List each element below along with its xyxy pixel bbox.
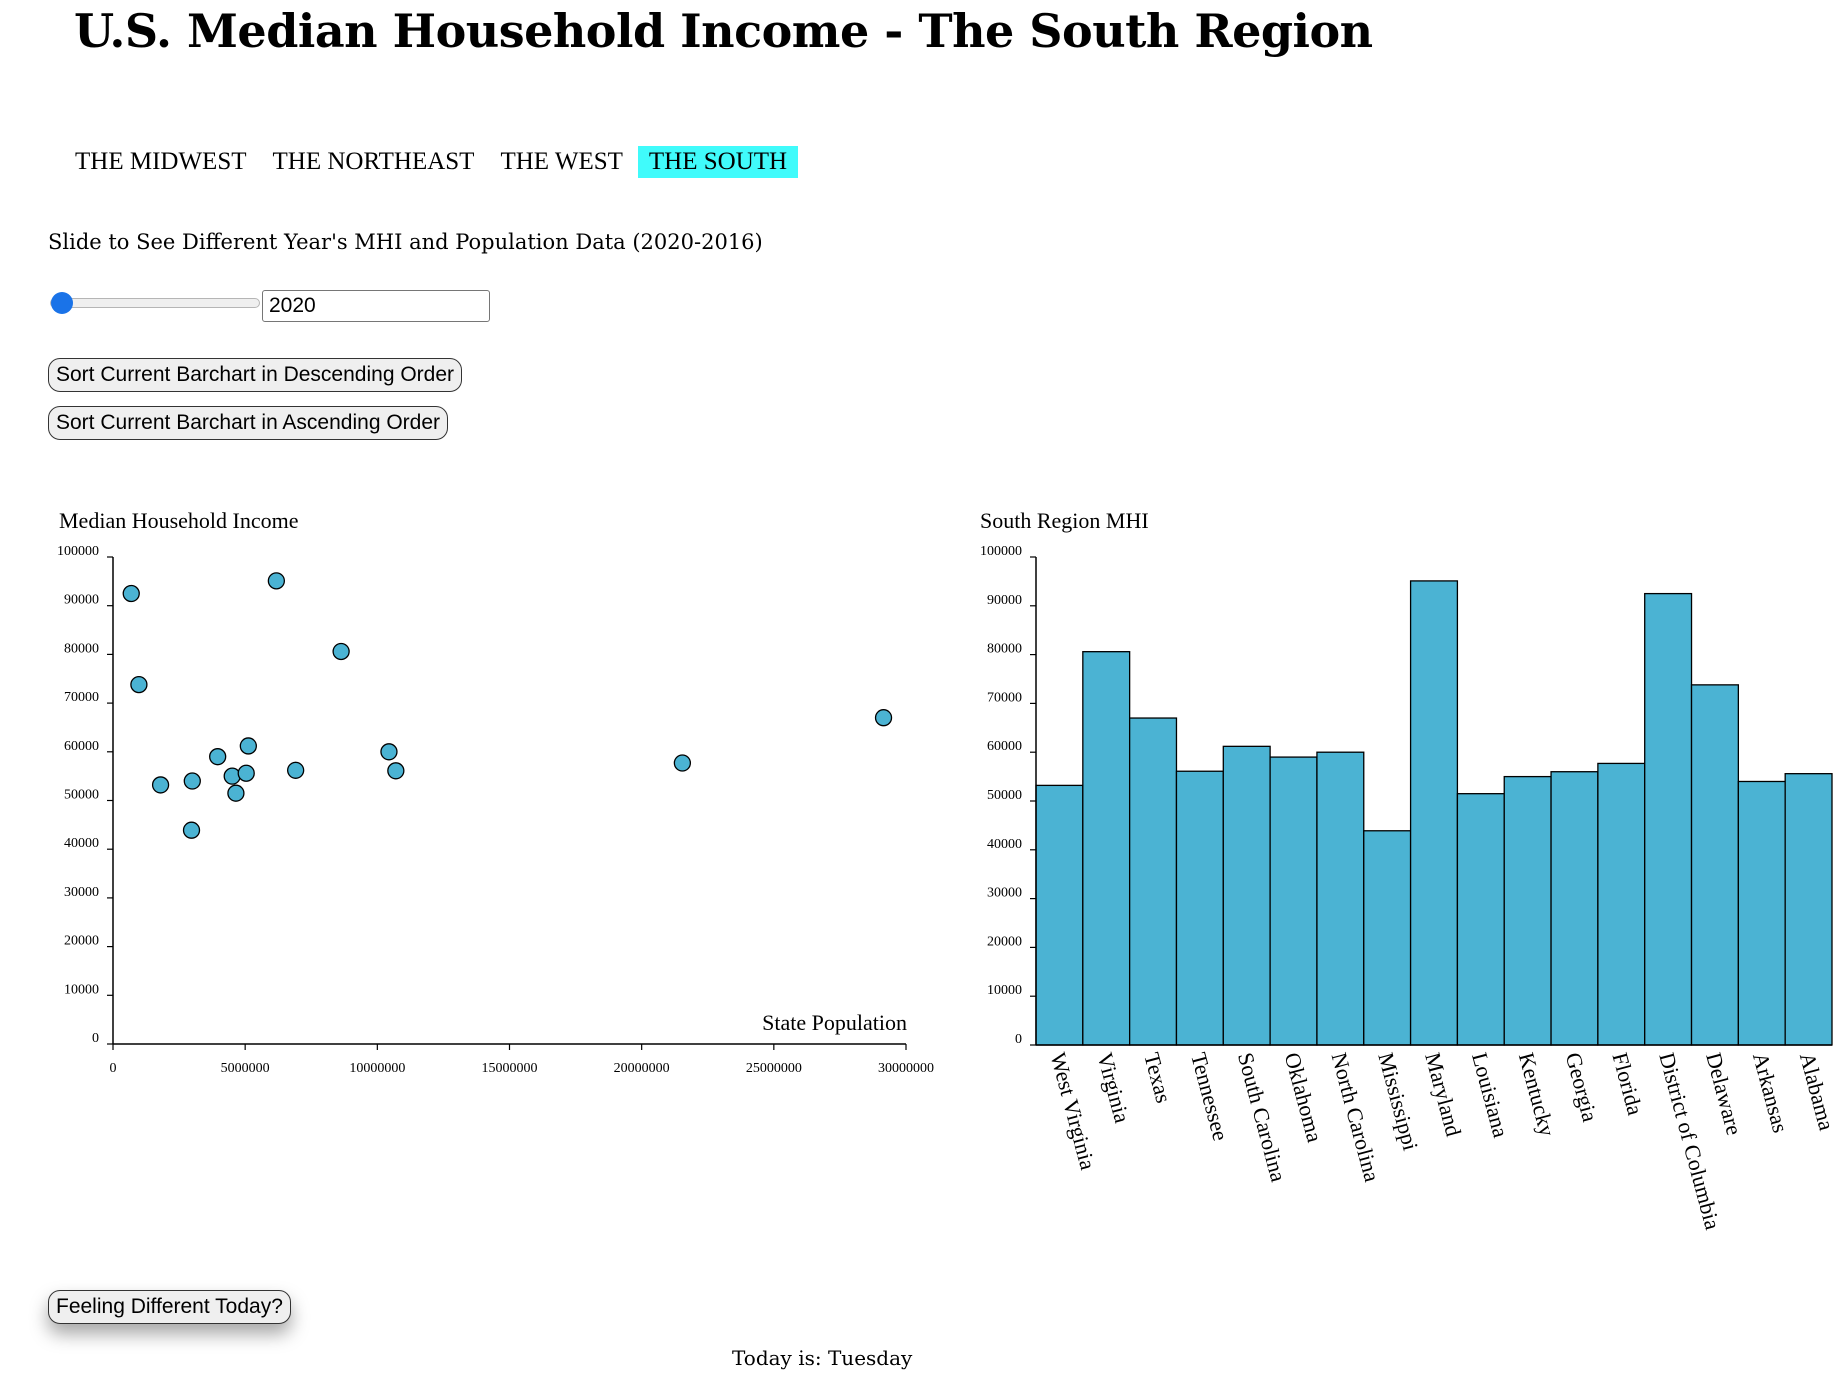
bar[interactable] [1269,756,1318,1046]
scatter-points [122,572,893,839]
scatter-y-tick-label: 0 [92,1031,99,1046]
scatter-x-tick-label: 15000000 [482,1061,538,1076]
bar-category-label: West Virginia [1046,1050,1101,1173]
bar[interactable] [1409,580,1459,1046]
scatter-point[interactable] [287,761,305,779]
scatter-point[interactable] [332,642,350,661]
sort-descending-button[interactable]: Sort Current Barchart in Descending Orde… [48,358,463,392]
bar[interactable] [1644,592,1693,1046]
bar-y-tick-label: 80000 [987,642,1022,657]
bar-category-label: Arkansas [1748,1050,1793,1136]
bar-y-tick-label: 70000 [987,690,1022,705]
nav-west[interactable]: THE WEST [500,148,623,175]
scatter-x-tick-label: 10000000 [349,1061,405,1076]
bar[interactable] [1503,775,1552,1046]
bar-category-label: Oklahoma [1280,1050,1328,1145]
scatter-point[interactable] [182,821,201,839]
scatter-point[interactable] [209,748,227,766]
nav-northeast[interactable]: THE NORTHEAST [272,148,475,175]
bar-category-label: Texas [1139,1050,1176,1106]
bar-y-tick-label: 10000 [987,983,1022,998]
scatter-x-tick-label: 5000000 [221,1061,270,1076]
scatter-y-tick-label: 40000 [64,836,99,851]
bar[interactable] [1690,684,1740,1046]
bar-category-label: Kentucky [1514,1050,1560,1139]
scatter-y-tick-label: 100000 [57,544,99,559]
bar[interactable] [1175,770,1224,1046]
scatter-y-tick-label: 90000 [64,593,99,608]
bar-y-tick-label: 40000 [987,837,1022,852]
bar-category-label: Florida [1607,1050,1648,1118]
bar-category-label: South Carolina [1233,1050,1292,1185]
scatter-y-tick-label: 10000 [64,982,99,997]
today-text: Today is: Tuesday [732,1346,913,1370]
bar-category-label: Georgia [1561,1050,1603,1125]
bar[interactable] [1550,771,1599,1046]
nav-south[interactable]: THE SOUTH [637,146,799,178]
bar[interactable] [1784,773,1833,1046]
bar-chart: South Region MHI 0 10000 20000 30000 40000 50… [980,508,1834,1232]
scatter-y-tick-label: 70000 [64,690,99,705]
scatter-point[interactable] [387,762,405,780]
scatter-point[interactable] [130,675,148,694]
bar[interactable] [1363,830,1412,1046]
bar-bars [1035,580,1833,1046]
bar-category-label: Maryland [1420,1050,1466,1139]
bar[interactable] [1128,717,1178,1046]
bar[interactable] [1737,780,1786,1046]
scatter-point[interactable] [239,737,257,755]
scatter-y-tick-label: 80000 [64,641,99,656]
scatter-point[interactable] [673,754,692,772]
nav-midwest[interactable]: THE MIDWEST [75,148,247,175]
scatter-point[interactable] [151,776,170,794]
year-input[interactable] [262,290,490,322]
page-title: U.S. Median Household Income - The South… [74,4,1373,58]
bar-y-tick-label: 90000 [987,593,1022,608]
scatter-y-tick-label: 50000 [64,788,99,803]
bar-category-label: Mississippi [1373,1050,1423,1153]
bar[interactable] [1035,784,1084,1046]
bar-category-label: Virginia [1092,1050,1135,1126]
sort-ascending-button[interactable]: Sort Current Barchart in Ascending Order [48,406,449,440]
scatter-x-tick-label: 30000000 [878,1061,934,1076]
scatter-point[interactable] [227,784,245,802]
scatter-x-tick-label: 0 [110,1061,117,1076]
scatter-axes: 0 10000 20000 30000 40000 50000 60000 70000 8000… [57,544,934,1076]
bar[interactable] [1222,745,1271,1046]
scatter-point[interactable] [267,572,286,590]
scatter-y-tick-label: 20000 [64,934,99,949]
scatter-point[interactable] [380,743,398,761]
bar-category-label: North Carolina [1327,1050,1386,1185]
scatter-x-tick-label: 25000000 [746,1061,802,1076]
region-nav: THE MIDWEST THE NORTHEAST THE WEST THE S… [64,146,802,178]
bar[interactable] [1316,751,1365,1046]
scatter-point[interactable] [237,764,255,782]
bar-category-label: Delaware [1701,1050,1747,1138]
feeling-different-button[interactable]: Feeling Different Today? [48,1290,291,1324]
bar-y-tick-label: 50000 [987,788,1022,803]
scatter-point[interactable] [183,772,201,790]
bar-y-tick-label: 20000 [987,934,1022,949]
scatter-y-tick-label: 30000 [64,885,99,900]
scatter-point[interactable] [122,584,140,603]
scatter-chart: Median Household Income State Population… [57,508,934,1076]
bar-y-tick-label: 60000 [987,739,1022,754]
scatter-y-label: Median Household Income [59,508,299,533]
bar-category-label: Louisiana [1467,1050,1514,1140]
bar[interactable] [1082,651,1131,1046]
bar-chart-title: South Region MHI [980,508,1149,533]
bar-y-tick-label: 30000 [987,886,1022,901]
scatter-y-tick-label: 60000 [64,739,99,754]
bar[interactable] [1597,762,1646,1046]
scatter-point[interactable] [874,709,893,727]
slider-label: Slide to See Different Year's MHI and Po… [48,230,763,254]
bar-y-tick-label: 0 [1015,1032,1022,1047]
scatter-x-label: State Population [762,1010,907,1035]
year-slider[interactable] [50,292,260,314]
bar-category-label: Alabama [1795,1050,1834,1133]
bar-y-tick-label: 100000 [980,544,1022,559]
bar[interactable] [1456,793,1505,1046]
scatter-x-tick-label: 20000000 [614,1061,670,1076]
bar-category-label: Tennessee [1186,1050,1233,1143]
